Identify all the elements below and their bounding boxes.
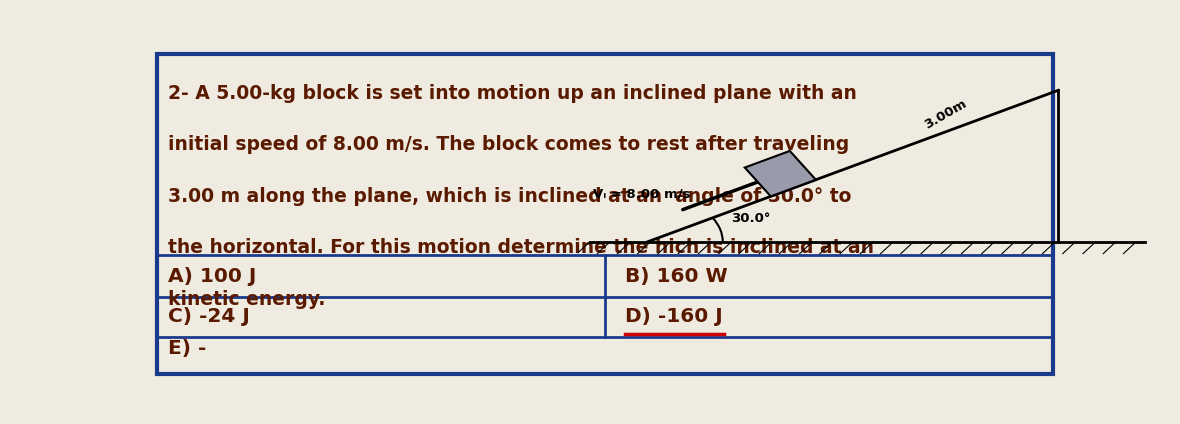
Text: A) 100 J: A) 100 J: [168, 267, 256, 286]
Text: B) 160 W: B) 160 W: [625, 267, 728, 286]
Polygon shape: [745, 151, 815, 196]
Text: C) -24 J: C) -24 J: [168, 307, 249, 326]
Text: kinetic energy.: kinetic energy.: [168, 290, 324, 309]
Text: 2- A 5.00-kg block is set into motion up an inclined plane with an: 2- A 5.00-kg block is set into motion up…: [168, 84, 857, 103]
Text: 3.00m: 3.00m: [922, 97, 969, 132]
Text: D) -160 J: D) -160 J: [625, 307, 722, 326]
Text: the horizontal. For this motion determine the hich is inclined at an: the horizontal. For this motion determin…: [168, 238, 873, 257]
Text: initial speed of 8.00 m/s. The block comes to rest after traveling: initial speed of 8.00 m/s. The block com…: [168, 135, 848, 154]
Text: Vᵢ = 8.00 m/s: Vᵢ = 8.00 m/s: [594, 188, 691, 201]
FancyBboxPatch shape: [157, 54, 1053, 374]
Text: 3.00 m along the plane, which is inclined at an  angle of 30.0° to: 3.00 m along the plane, which is incline…: [168, 187, 851, 206]
Text: 30.0°: 30.0°: [732, 212, 771, 225]
Text: E) -: E) -: [168, 339, 206, 357]
